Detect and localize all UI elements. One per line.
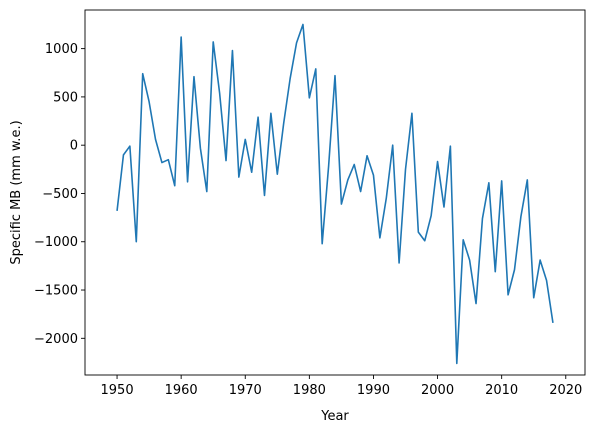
y-tick-label: 1000 (45, 42, 78, 57)
x-tick-label: 2010 (485, 383, 518, 398)
y-tick-label: −500 (42, 187, 78, 202)
x-tick-label: 1990 (357, 383, 390, 398)
x-tick-label: 2000 (421, 383, 454, 398)
y-tick-label: −1000 (34, 235, 78, 250)
x-tick-label: 1980 (293, 383, 326, 398)
x-tick-label: 1950 (101, 383, 134, 398)
y-tick-label: 0 (70, 139, 78, 154)
y-tick-label: −2000 (34, 332, 78, 347)
y-axis-label: Specific MB (mm w.e.) (9, 120, 24, 264)
series-line (116, 23, 554, 365)
y-tick-label: 500 (53, 90, 78, 105)
x-axis-label: Year (320, 409, 349, 424)
plot-frame (84, 9, 586, 376)
x-tick-label: 2020 (549, 383, 582, 398)
x-tick-label: 1970 (229, 383, 262, 398)
x-tick-label: 1960 (165, 383, 198, 398)
y-tick-label: −1500 (34, 284, 78, 299)
axis-ticks: 1950 1960 1970 1980 1990 2000 2010 2020 1000 500 0… (34, 42, 582, 398)
